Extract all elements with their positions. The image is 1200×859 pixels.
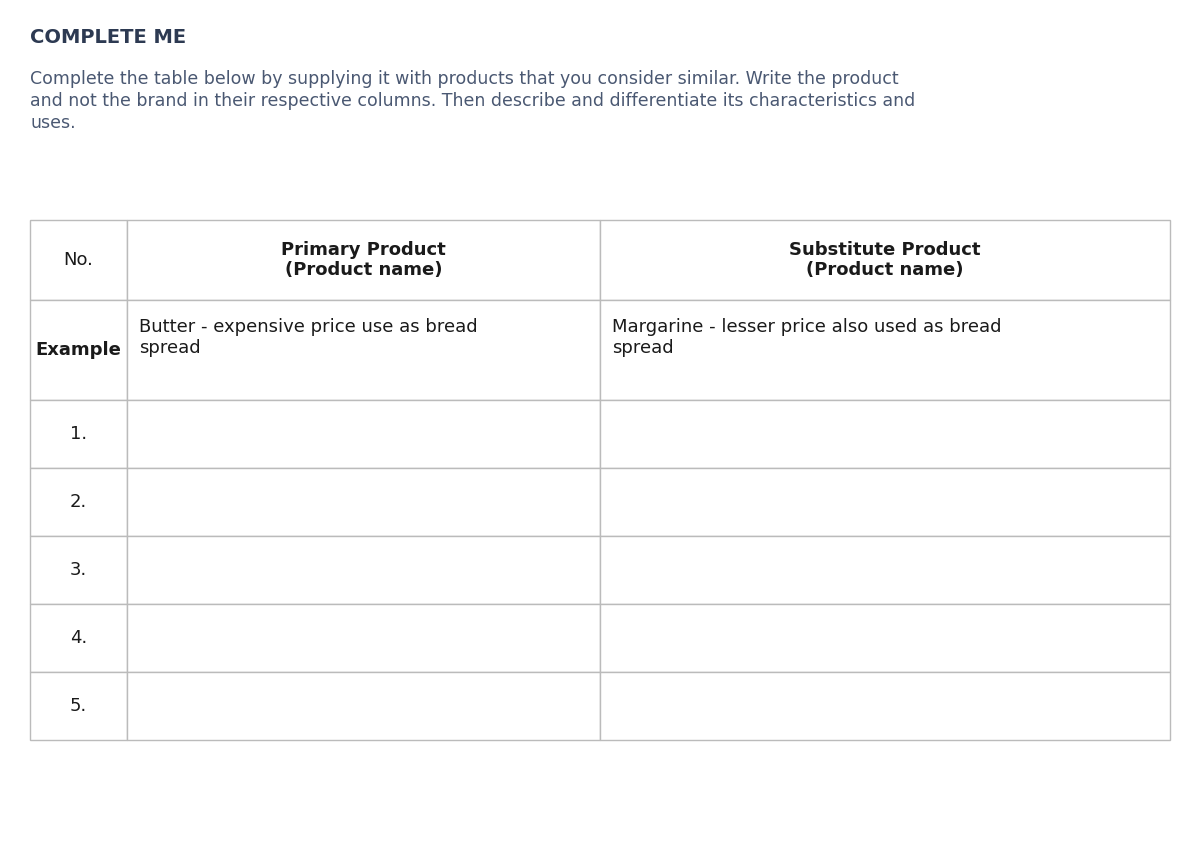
Bar <box>600 220 1170 300</box>
Text: 2.: 2. <box>70 493 88 511</box>
Bar <box>127 468 600 536</box>
Text: 4.: 4. <box>70 629 88 647</box>
Bar <box>30 468 127 536</box>
Text: Margarine - lesser price also used as bread
spread: Margarine - lesser price also used as br… <box>612 318 1002 356</box>
Text: 5.: 5. <box>70 697 88 715</box>
Bar <box>600 400 1170 468</box>
Text: and not the brand in their respective columns. Then describe and differentiate i: and not the brand in their respective co… <box>30 92 916 110</box>
Text: 1.: 1. <box>70 425 88 443</box>
Bar <box>30 300 127 400</box>
Text: Substitute Product
(Product name): Substitute Product (Product name) <box>790 241 980 279</box>
Bar <box>600 536 1170 604</box>
Text: Example: Example <box>36 341 121 359</box>
Bar <box>30 220 127 300</box>
Bar <box>600 468 1170 536</box>
Bar <box>127 400 600 468</box>
Text: No.: No. <box>64 251 94 269</box>
Bar <box>600 672 1170 740</box>
Bar <box>127 220 600 300</box>
Bar <box>30 672 127 740</box>
Text: COMPLETE ME: COMPLETE ME <box>30 28 186 47</box>
Bar <box>127 536 600 604</box>
Bar <box>600 300 1170 400</box>
Bar <box>30 400 127 468</box>
Text: Complete the table below by supplying it with products that you consider similar: Complete the table below by supplying it… <box>30 70 899 88</box>
Text: Primary Product
(Product name): Primary Product (Product name) <box>281 241 446 279</box>
Bar <box>127 300 600 400</box>
Bar <box>600 604 1170 672</box>
Bar <box>30 536 127 604</box>
Bar <box>127 672 600 740</box>
Text: 3.: 3. <box>70 561 88 579</box>
Bar <box>30 604 127 672</box>
Text: Butter - expensive price use as bread
spread: Butter - expensive price use as bread sp… <box>139 318 478 356</box>
Text: uses.: uses. <box>30 114 76 132</box>
Bar <box>127 604 600 672</box>
